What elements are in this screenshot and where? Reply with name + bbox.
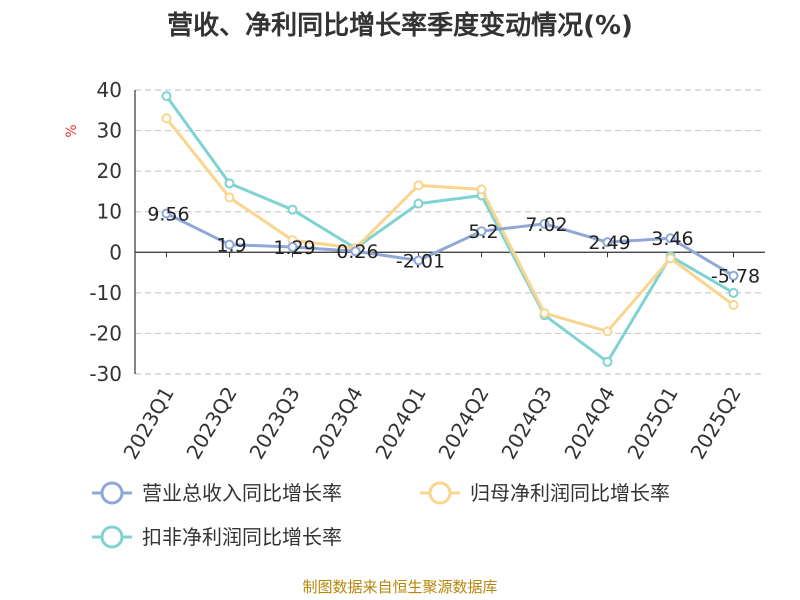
data-point	[161, 208, 172, 219]
data-point	[161, 113, 172, 124]
x-tick-label: 2023Q3	[244, 383, 304, 464]
data-point	[728, 300, 739, 311]
data-label: 9.56	[147, 203, 189, 225]
data-point	[665, 253, 676, 264]
legend-swatch-marker	[428, 481, 452, 505]
data-point	[350, 246, 361, 257]
data-point	[602, 237, 613, 248]
data-point	[476, 226, 487, 237]
data-point	[224, 178, 235, 189]
series-lines	[161, 91, 739, 367]
data-label: 3.46	[651, 228, 693, 250]
y-tick-label: 40	[97, 78, 122, 102]
y-tick-label: 10	[97, 200, 122, 224]
data-point	[476, 184, 487, 195]
x-tick-label: 2025Q1	[622, 383, 682, 464]
y-tick-label: 0	[109, 240, 122, 264]
x-tick-label: 2023Q4	[307, 383, 367, 464]
data-label: 1.29	[273, 237, 315, 259]
x-tick-label: 2024Q4	[559, 383, 619, 464]
data-labels: 9.56 1.9 1.29 0.26 -2.01 5.2 7.02 2.49 3.46 -5.78	[147, 203, 760, 287]
data-point	[539, 218, 550, 229]
data-point	[161, 91, 172, 102]
data-label: -5.78	[711, 266, 760, 288]
data-point	[665, 233, 676, 244]
x-tick-label: 2025Q2	[685, 383, 745, 464]
legend-swatch-marker	[100, 525, 124, 549]
series-line	[165, 212, 735, 278]
data-point	[287, 242, 298, 253]
series-line	[165, 117, 735, 333]
y-tick-label: 20	[97, 159, 122, 183]
legend-label[interactable]: 归母净利润同比增长率	[470, 481, 670, 505]
data-point	[602, 356, 613, 367]
data-point	[287, 204, 298, 215]
data-label: -2.01	[396, 250, 445, 272]
data-point	[224, 192, 235, 203]
data-point	[224, 239, 235, 250]
legend-label[interactable]: 扣非净利润同比增长率	[142, 525, 342, 549]
y-tick-label: 30	[97, 119, 122, 143]
data-label: 1.9	[216, 235, 246, 257]
data-label: 2.49	[588, 232, 630, 254]
data-point	[413, 180, 424, 191]
series-line	[165, 95, 735, 364]
data-point	[728, 270, 739, 281]
x-tick-label: 2023Q2	[181, 383, 241, 464]
data-label: 7.02	[525, 214, 567, 236]
chart-title: 营收、净利同比增长率季度变动情况(%)	[167, 10, 633, 41]
data-label: 5.2	[468, 221, 498, 243]
y-axis-label: %	[64, 124, 80, 137]
data-point	[413, 255, 424, 266]
data-label: 0.26	[336, 241, 378, 263]
data-point	[728, 287, 739, 298]
grid-lines	[135, 89, 765, 375]
x-tick-label: 2024Q2	[433, 383, 493, 464]
legend-swatch-marker	[100, 481, 124, 505]
y-tick-label: -20	[89, 321, 122, 345]
x-tick-label: 2023Q1	[118, 383, 178, 464]
x-tick-label: 2024Q1	[370, 383, 430, 464]
data-point	[413, 198, 424, 209]
data-point	[602, 326, 613, 337]
legend-label[interactable]: 营业总收入同比增长率	[142, 481, 342, 505]
source-note: 制图数据来自恒生聚源数据库	[302, 578, 497, 596]
y-tick-label: -30	[89, 362, 122, 386]
data-point	[539, 308, 550, 319]
x-tick-label: 2024Q3	[496, 383, 556, 464]
y-tick-label: -10	[89, 281, 122, 305]
